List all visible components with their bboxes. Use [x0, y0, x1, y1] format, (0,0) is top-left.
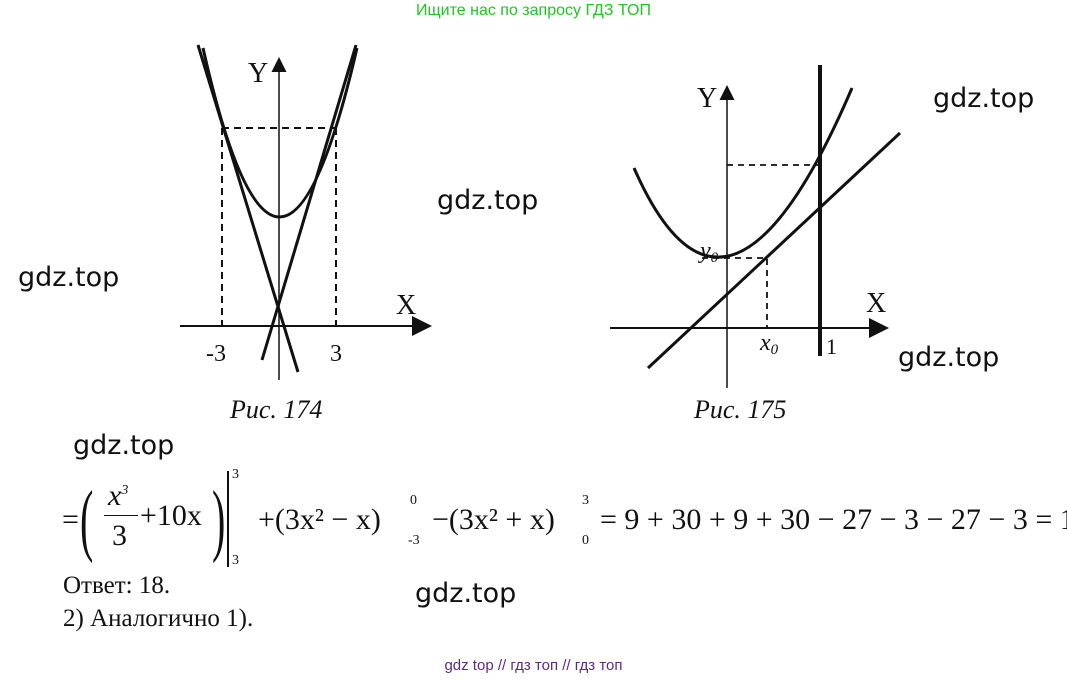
answer-text: Ответ: 18.: [63, 572, 171, 599]
tick-label: 3: [330, 341, 342, 367]
tick-label: 1: [826, 334, 837, 359]
caption: Рис. 174: [229, 395, 322, 424]
tick-label: -3: [206, 341, 226, 367]
search-banner[interactable]: Ищите нас по запросу ГДЗ ТОП: [416, 2, 651, 19]
watermark: gdz.top: [933, 83, 1035, 114]
upper-limit: 3: [582, 493, 589, 508]
watermark: gdz.top: [415, 578, 517, 609]
lower-limit: 3: [232, 553, 239, 568]
y-label: Y: [697, 83, 717, 114]
frac-denominator: 3: [112, 519, 127, 552]
formula: = ( x3 3 +10x ) 3 3 +(3x² − x) 0 -3 −(3x…: [62, 467, 1067, 575]
eval-bar: [227, 471, 229, 567]
upper-limit: 0: [410, 493, 417, 508]
term2: +(3x² − x): [258, 503, 381, 536]
watermark: gdz.top: [73, 430, 175, 461]
frac-numerator: x3: [108, 479, 129, 512]
upper-limit: 3: [232, 467, 239, 482]
dashed-guides: [702, 164, 820, 328]
paren-close: ): [212, 476, 226, 564]
equals: =: [62, 503, 79, 536]
dashed-guides: [221, 127, 337, 326]
lower-limit: 0: [582, 533, 589, 548]
tangent-line: [646, 131, 902, 370]
footer-links[interactable]: gdz top // гдз топ // гдз топ: [444, 657, 623, 674]
fraction-bar: [104, 515, 138, 516]
figure-175: Y X y0 x0 1 Рис. 175: [610, 65, 902, 424]
term3: −(3x² + x): [432, 503, 555, 536]
tangent-right: [260, 44, 358, 361]
term1: +10x: [140, 499, 202, 532]
watermark: gdz.top: [437, 185, 539, 216]
watermark: gdz.top: [18, 262, 120, 293]
lower-limit: -3: [408, 533, 420, 548]
y0-label: y0: [698, 238, 719, 266]
x-label: X: [396, 290, 416, 321]
caption: Рис. 175: [693, 395, 786, 424]
x-label: X: [866, 288, 886, 319]
result: = 9 + 30 + 9 + 30 − 27 − 3 − 27 − 3 = 18…: [600, 503, 1067, 536]
paren-open: (: [80, 476, 94, 564]
tangent-left: [196, 44, 300, 373]
y-label: Y: [248, 58, 268, 89]
figure-174: Y X -3 3 Рис. 174: [180, 44, 432, 424]
x0-label: x0: [759, 330, 779, 358]
item-2-text: 2) Аналогично 1).: [63, 605, 254, 632]
figures: Y X -3 3 Рис. 174 Y X y0 x0 1 Рис. 175: [180, 44, 902, 424]
watermark: gdz.top: [898, 342, 1000, 373]
